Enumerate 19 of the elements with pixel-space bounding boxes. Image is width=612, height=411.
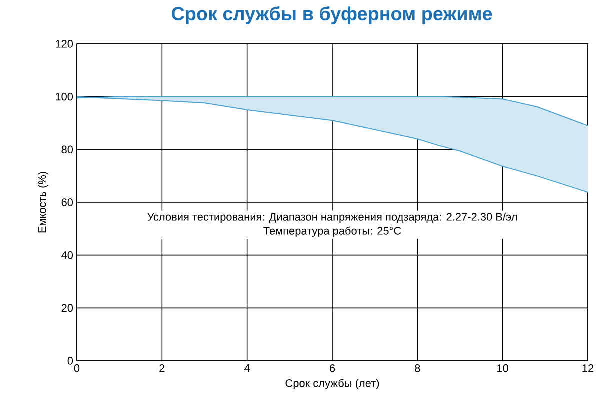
annotation: Температура работы: 25°C [264, 226, 402, 238]
y-tick-label: 120 [56, 40, 74, 48]
chart-title: Срок службы в буферном режиме [172, 6, 492, 24]
y-tick-label: 40 [62, 251, 74, 260]
y-axis-title: Емкость (%) [38, 172, 48, 233]
annotation: Условия тестирования: Диапазон напряжения подзаряда: 2.27-2.30 В/эл [148, 212, 517, 224]
y-tick-label: 80 [62, 146, 74, 154]
y-tick-label: 20 [62, 304, 74, 312]
x-axis-title: Срок службы (лет) [286, 379, 380, 390]
x-tick-label: 10 [498, 364, 508, 372]
x-tick-label: 6 [330, 364, 336, 372]
x-tick-label: 8 [415, 364, 420, 372]
x-tick-label: 0 [74, 364, 80, 372]
x-tick-label: 4 [244, 364, 250, 372]
y-tick-label: 60 [62, 198, 74, 206]
x-tick-label: 2 [160, 364, 165, 372]
x-tick-label: 12 [582, 364, 594, 372]
y-tick-label: 0 [68, 357, 74, 365]
y-tick-label: 100 [56, 92, 74, 101]
